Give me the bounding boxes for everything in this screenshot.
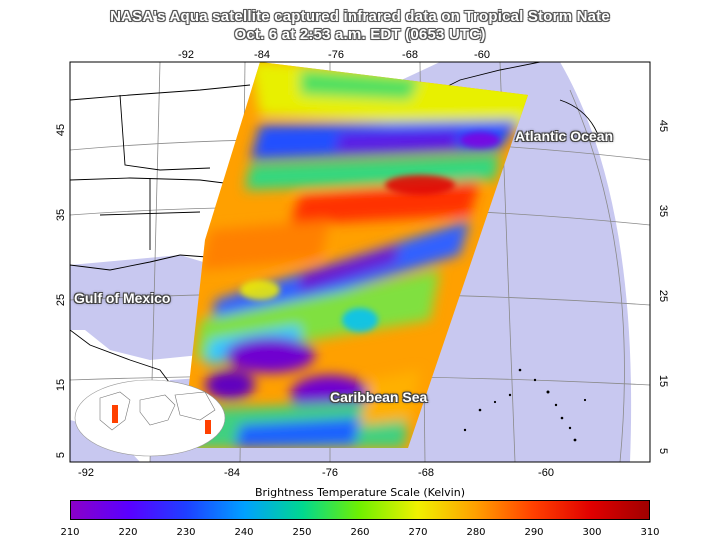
lon-tick-top-label: -84 (254, 49, 270, 61)
colorbar-tick-label: 290 (524, 527, 544, 538)
islands (463, 368, 587, 442)
atlantic-ocean-label: Atlantic Ocean (515, 128, 614, 144)
lat-tick-left-label: 35 (55, 209, 67, 221)
lon-tick-bottom-label: -92 (78, 467, 94, 479)
lon-tick-bottom-label: -84 (224, 467, 240, 479)
lon-tick-top-label: -76 (328, 49, 344, 61)
colorbar-tick-label: 240 (234, 527, 254, 538)
lon-tick-top-label: -60 (474, 49, 490, 61)
lat-tick-right-label: 35 (657, 205, 669, 217)
lat-tick-right-label: 25 (657, 290, 669, 302)
lat-ticks-left: 45 35 25 15 5 (55, 124, 67, 458)
lat-tick-right-label: 45 (657, 120, 669, 132)
gulf-of-mexico-label: Gulf of Mexico (74, 290, 171, 306)
lon-tick-bottom-label: -76 (322, 467, 338, 479)
lon-ticks-bottom: -92 -84 -76 -68 -60 (78, 467, 554, 479)
lat-tick-left-label: 5 (55, 452, 67, 458)
lat-tick-left-label: 15 (55, 379, 67, 391)
lon-tick-bottom-label: -68 (418, 467, 434, 479)
world-inset-map (74, 379, 226, 457)
lon-tick-top-label: -92 (178, 49, 194, 61)
lon-tick-top-label: -68 (402, 49, 418, 61)
caribbean-sea-label: Caribbean Sea (330, 389, 428, 405)
colorbar-tick-label: 300 (582, 527, 602, 538)
lon-ticks-top: -92 -84 -76 -68 -60 (178, 49, 490, 61)
inset-swath-marker (112, 405, 118, 423)
lat-tick-right-label: 15 (657, 375, 669, 387)
colorbar-tick-label: 280 (466, 527, 486, 538)
colorbar-title: Brightness Temperature Scale (Kelvin) (255, 486, 465, 499)
brightness-temperature-colorbar (70, 500, 650, 520)
lat-ticks-right: 45 35 25 15 5 (657, 120, 669, 454)
colorbar-tick-label: 260 (350, 527, 370, 538)
figure-title-line-1: NASA's Aqua satellite captured infrared … (110, 8, 610, 25)
colorbar-tick-label: 230 (176, 527, 196, 538)
lon-tick-bottom-label: -60 (538, 467, 554, 479)
map-area (70, 62, 650, 462)
infrared-swath (182, 62, 528, 448)
colorbar-tick-label: 220 (118, 527, 138, 538)
colorbar-tick-label: 310 (640, 527, 660, 538)
colorbar-tick-label: 270 (408, 527, 428, 538)
map-border (69, 61, 651, 463)
lat-tick-left-label: 45 (55, 124, 67, 136)
lat-tick-right-label: 5 (657, 448, 669, 454)
colorbar-tick-label: 250 (292, 527, 312, 538)
figure-title-line-2: Oct. 6 at 2:53 a.m. EDT (0653 UTC) (234, 26, 486, 43)
colorbar-tick-label: 210 (60, 527, 80, 538)
lat-tick-left-label: 25 (55, 294, 67, 306)
